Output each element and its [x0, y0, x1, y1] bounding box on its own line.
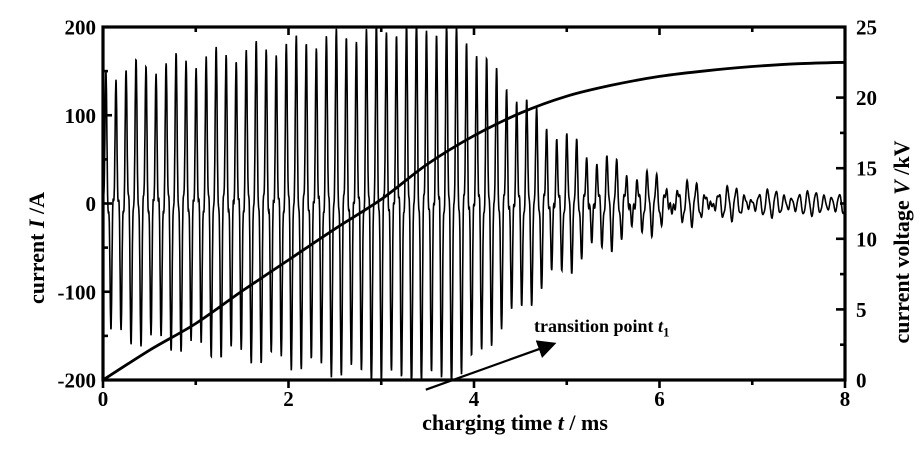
- y-left-tick-label: 0: [86, 192, 97, 216]
- x-axis-label-text: charging time: [422, 410, 558, 435]
- y-right-tick-label: 25: [856, 16, 877, 40]
- y-left-axis-unit: /A: [24, 191, 49, 220]
- x-axis-unit: / ms: [563, 410, 608, 435]
- y-right-axis-variable: V: [889, 180, 914, 195]
- y-left-axis-variable: I: [24, 219, 49, 229]
- x-axis-variable: t: [557, 410, 564, 435]
- annotation-variable: t: [658, 316, 664, 336]
- y-right-axis-unit: /kV: [889, 140, 914, 181]
- y-left-tick-label: -200: [58, 369, 97, 393]
- voltage-curve: [101, 60, 847, 382]
- y-left-axis-label-text: current: [24, 228, 49, 305]
- x-tick-label: 6: [654, 387, 665, 411]
- y-left-tick-label: 200: [65, 16, 97, 40]
- x-tick-label: 0: [98, 387, 109, 411]
- x-axis-label: charging time t / ms: [365, 412, 665, 434]
- y-left-axis-label: current I /A: [24, 191, 49, 305]
- y-right-tick-label: 0: [856, 369, 867, 393]
- y-right-tick-label: 20: [856, 86, 877, 110]
- current-waveform: [102, 26, 846, 381]
- y-left-tick-label: 100: [65, 104, 97, 128]
- y-right-tick-label: 10: [856, 227, 877, 251]
- y-right-tick-label: 15: [856, 157, 877, 181]
- x-tick-label: 8: [840, 387, 851, 411]
- annotation-subscript: 1: [663, 324, 670, 340]
- x-tick-label: 4: [469, 387, 480, 411]
- y-right-axis-label-text: current voltage: [889, 194, 914, 344]
- annotation-arrow: [425, 340, 557, 391]
- transition-annotation: transition point t1: [534, 317, 670, 339]
- y-left-tick-label: -100: [58, 280, 97, 304]
- x-tick-label: 2: [283, 387, 294, 411]
- annotation-text: transition point: [534, 316, 659, 336]
- y-right-tick-label: 5: [856, 298, 867, 322]
- y-right-axis-label: current voltage V /kV: [889, 140, 914, 344]
